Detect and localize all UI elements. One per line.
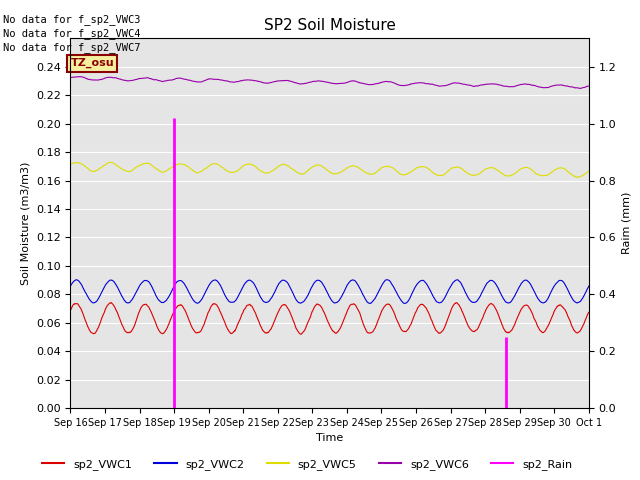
X-axis label: Time: Time [316,433,343,443]
Legend: sp2_VWC1, sp2_VWC2, sp2_VWC5, sp2_VWC6, sp2_Rain: sp2_VWC1, sp2_VWC2, sp2_VWC5, sp2_VWC6, … [38,455,577,474]
Text: No data for f_sp2_VWC3: No data for f_sp2_VWC3 [3,13,141,24]
Title: SP2 Soil Moisture: SP2 Soil Moisture [264,18,396,33]
Y-axis label: Raim (mm): Raim (mm) [622,192,632,254]
Text: TZ_osu: TZ_osu [70,58,114,68]
Text: No data for f_sp2_VWC7: No data for f_sp2_VWC7 [3,42,141,53]
Text: No data for f_sp2_VWC4: No data for f_sp2_VWC4 [3,28,141,39]
Y-axis label: Soil Moisture (m3/m3): Soil Moisture (m3/m3) [20,161,30,285]
